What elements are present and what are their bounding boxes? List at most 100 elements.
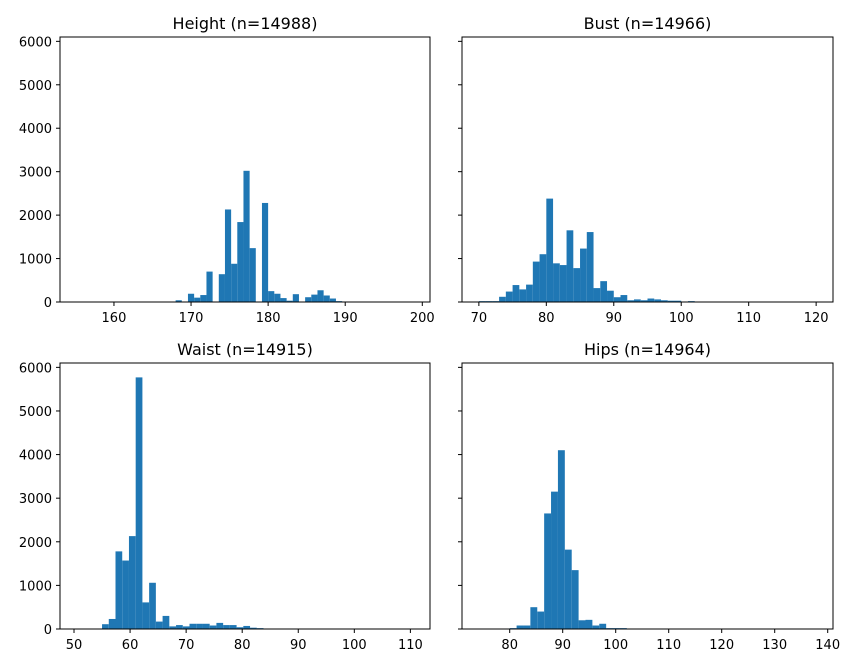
axes-frame [59, 36, 431, 303]
x-tick-label: 160 [102, 311, 127, 326]
histogram-bar [537, 611, 545, 629]
histogram-bar [142, 602, 150, 629]
histogram-bar [674, 300, 682, 302]
x-tick-label: 120 [709, 638, 734, 653]
x-tick-label: 140 [815, 638, 840, 653]
histogram-bar [187, 293, 195, 302]
histogram-bar [292, 294, 299, 302]
x-tick-label: 100 [669, 311, 694, 326]
histogram-bar [592, 625, 600, 629]
x-tick-label: 60 [122, 638, 139, 653]
histogram-bar [231, 263, 238, 302]
histogram-bar [505, 291, 513, 302]
histogram-bar [600, 281, 608, 302]
histogram-bar [599, 623, 607, 629]
histogram-bar [523, 625, 531, 629]
histogram-bar [593, 288, 601, 302]
x-tick-label: 90 [554, 638, 571, 653]
histogram-bar [162, 615, 170, 629]
histogram-bar [202, 623, 210, 629]
histogram-bar [546, 198, 554, 302]
histogram-bar [274, 293, 281, 302]
histogram-bar [128, 536, 136, 629]
histogram-bar [640, 300, 648, 302]
y-tick-label: 0 [44, 623, 52, 638]
histogram-bar [236, 627, 244, 629]
histogram-bar [564, 549, 572, 629]
x-tick-label: 110 [656, 638, 681, 653]
histogram-bar [551, 491, 558, 629]
histogram-bar [573, 268, 581, 302]
x-tick-label: 80 [501, 638, 518, 653]
histogram-bar [206, 271, 213, 302]
histogram-bar [196, 623, 203, 629]
subplot-title: Hips (n=14964) [584, 340, 711, 359]
histogram-bar [250, 627, 257, 629]
histogram-bar [530, 607, 538, 629]
x-tick-label: 130 [762, 638, 787, 653]
histogram-bar [607, 290, 614, 302]
histogram-bar [280, 298, 287, 302]
histogram-bar [539, 254, 547, 302]
y-tick-label: 1000 [19, 253, 52, 268]
x-tick-label: 170 [179, 311, 204, 326]
histogram-bar [209, 625, 217, 629]
histogram-bar [169, 626, 177, 629]
histogram-bar [566, 230, 574, 302]
histogram-bar [667, 300, 675, 302]
subplot-2: Bust (n=14966) 70 80 90 100 110 120 [458, 14, 834, 326]
histogram-bar [189, 623, 197, 629]
x-tick-label: 70 [178, 638, 195, 653]
y-tick-label: 4000 [19, 449, 52, 464]
subplot-title: Bust (n=14966) [584, 14, 712, 33]
x-tick-label: 50 [66, 638, 83, 653]
y-tick-label: 3000 [19, 492, 52, 507]
axes-frame [59, 362, 431, 630]
histogram-bar [175, 300, 182, 302]
histogram-bar [647, 298, 655, 302]
histogram-bar [194, 297, 201, 302]
histogram-bar [122, 560, 129, 629]
axes-frame [461, 362, 834, 630]
x-tick-label: 190 [333, 311, 358, 326]
histogram-bar [243, 625, 251, 629]
y-tick-label: 0 [44, 296, 52, 311]
histogram-bar [224, 209, 232, 302]
histogram-bar [557, 450, 565, 629]
subplot-4: Hips (n=14964) 80 90 100 110 120 130 140 [458, 340, 840, 653]
subplot-title: Height (n=14988) [173, 14, 318, 33]
x-tick-label: 100 [342, 638, 367, 653]
histogram-bar [261, 202, 269, 302]
histogram-bar [586, 232, 594, 302]
histogram-bar [613, 297, 621, 302]
histogram-bar [200, 295, 207, 302]
y-tick-label: 5000 [19, 79, 52, 94]
histogram-bar [243, 170, 250, 302]
subplot-title: Waist (n=14915) [177, 340, 313, 359]
histogram-bar [115, 551, 123, 629]
histogram-bar [223, 625, 230, 629]
x-tick-label: 70 [471, 311, 488, 326]
x-tick-label: 100 [603, 638, 628, 653]
x-tick-label: 120 [804, 311, 829, 326]
histogram-bar [237, 222, 244, 302]
y-tick-label: 5000 [19, 405, 52, 420]
histogram-bar [559, 265, 567, 302]
histogram-bar [311, 294, 318, 302]
histogram-bar [654, 299, 661, 302]
histogram-bar [249, 248, 256, 302]
histogram-bar [571, 570, 579, 629]
y-tick-label: 2000 [19, 209, 52, 224]
histogram-bar [512, 285, 520, 302]
histogram-bar [135, 377, 143, 629]
histogram-bar [627, 300, 635, 302]
x-tick-label: 90 [290, 638, 307, 653]
histogram-bar [149, 582, 156, 629]
histogram-bar [660, 300, 668, 302]
histogram-bar [216, 622, 224, 629]
histogram-bar [585, 619, 593, 629]
y-tick-label: 6000 [19, 35, 52, 50]
y-tick-label: 1000 [19, 579, 52, 594]
y-tick-label: 4000 [19, 122, 52, 137]
